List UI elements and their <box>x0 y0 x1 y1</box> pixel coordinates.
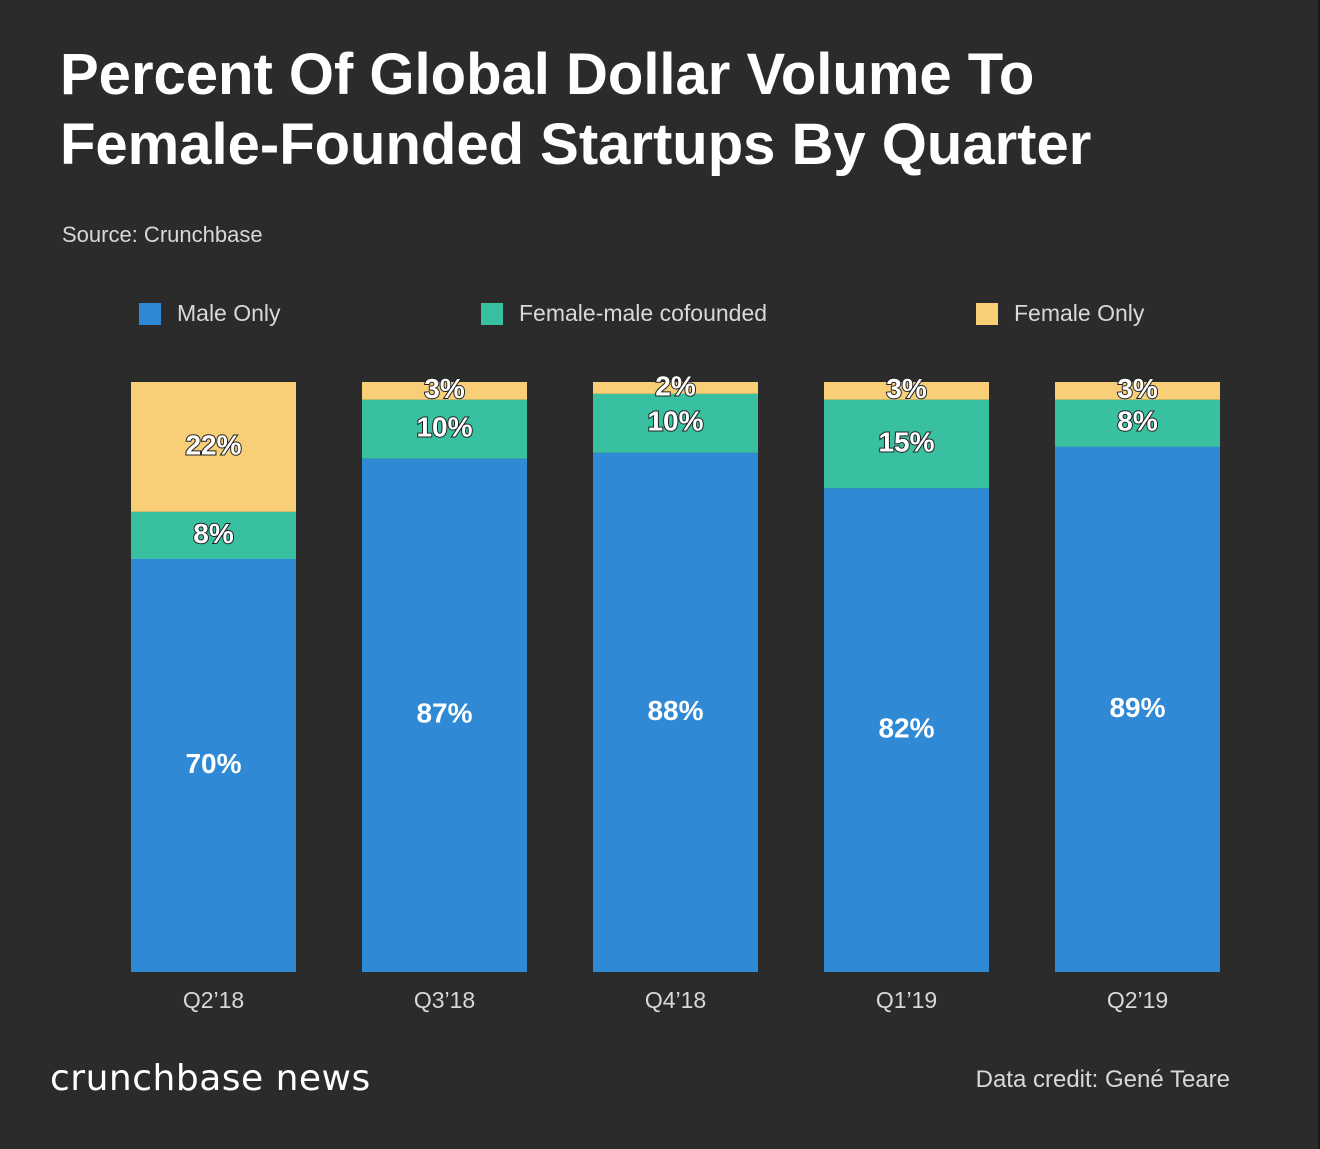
x-tick-label-q2-18: Q2’18 <box>183 987 244 1013</box>
legend-swatch-male-only <box>139 302 161 325</box>
data-label-male-only-q1-19: 82% <box>878 712 934 743</box>
x-tick-label-q3-18: Q3’18 <box>414 987 475 1013</box>
legend-item-female-male-cofounded: Female-male cofounded <box>481 300 767 327</box>
bar-segment-male-only-q1-19 <box>824 488 989 972</box>
data-label-female-male-cofounded-q1-19: 15% <box>878 426 934 457</box>
chart-title-line-2: Female-Founded Startups By Quarter <box>60 112 1092 177</box>
data-label-male-only-q4-18: 88% <box>647 695 703 726</box>
data-label-female-male-cofounded-q2-19: 8% <box>1117 406 1158 437</box>
bar-segment-female-male-cofounded-q4-18 <box>593 393 758 453</box>
chart-source: Source: Crunchbase <box>62 222 263 247</box>
data-label-female-only-q2-18: 22% <box>185 429 241 460</box>
legend-label-female-male-cofounded: Female-male cofounded <box>519 300 768 326</box>
data-label-female-male-cofounded-q4-18: 10% <box>647 406 703 437</box>
chart-title-line-1: Percent Of Global Dollar Volume To <box>60 42 1035 107</box>
data-label-female-only-q3-18: 3% <box>424 373 465 404</box>
bar-segment-female-only-q1-19 <box>824 382 989 400</box>
bar-segment-male-only-q2-18 <box>131 559 296 972</box>
bar-segment-male-only-q4-18 <box>593 452 758 972</box>
legend-item-male-only: Male Only <box>139 300 281 327</box>
chart-legend: Male Only Female-male cofounded Female O… <box>0 300 1320 330</box>
brand-logo-text: crunchbase news <box>50 1058 371 1099</box>
bar-segment-female-only-q2-18 <box>131 382 296 512</box>
bar-segment-female-male-cofounded-q2-18 <box>131 511 296 559</box>
data-label-male-only-q2-19: 89% <box>1109 692 1165 723</box>
bar-segment-male-only-q3-18 <box>362 458 527 972</box>
data-label-female-only-q1-19: 3% <box>886 373 927 404</box>
stacked-bar-chart: 70% 8% 22% Q2’18 87% 10% 3% Q3’18 88% 10% 2% Q4’18 8… <box>131 369 1220 1013</box>
bar-segment-female-male-cofounded-q2-19 <box>1055 399 1220 447</box>
bar-segment-female-only-q4-18 <box>593 382 758 394</box>
bar-segment-female-male-cofounded-q3-18 <box>362 399 527 459</box>
data-label-female-only-q4-18: 2% <box>655 370 696 401</box>
x-tick-label-q1-19: Q1’19 <box>876 987 937 1013</box>
bar-segment-female-only-q3-18 <box>362 382 527 400</box>
chart-title: Percent Of Global Dollar Volume To Femal… <box>60 40 1260 180</box>
data-label-female-only-q2-19: 3% <box>1117 373 1158 404</box>
legend-label-male-only: Male Only <box>177 300 281 326</box>
x-tick-label-q4-18: Q4’18 <box>645 987 706 1013</box>
legend-item-female-only: Female Only <box>976 300 1144 327</box>
data-label-male-only-q3-18: 87% <box>416 698 472 729</box>
bar-segment-female-only-q2-19 <box>1055 382 1220 400</box>
bar-segment-female-male-cofounded-q1-19 <box>824 399 989 489</box>
data-label-male-only-q2-18: 70% <box>185 748 241 779</box>
bar-segment-male-only-q2-19 <box>1055 446 1220 972</box>
legend-swatch-female-male-cofounded <box>481 302 503 325</box>
x-tick-label-q2-19: Q2’19 <box>1107 987 1168 1013</box>
right-border <box>1318 0 1320 1149</box>
data-credit: Data credit: Gené Teare <box>975 1066 1230 1093</box>
legend-label-female-only: Female Only <box>1014 300 1145 326</box>
data-label-female-male-cofounded-q3-18: 10% <box>416 412 472 443</box>
data-label-female-male-cofounded-q2-18: 8% <box>193 518 234 549</box>
legend-swatch-female-only <box>976 302 998 325</box>
